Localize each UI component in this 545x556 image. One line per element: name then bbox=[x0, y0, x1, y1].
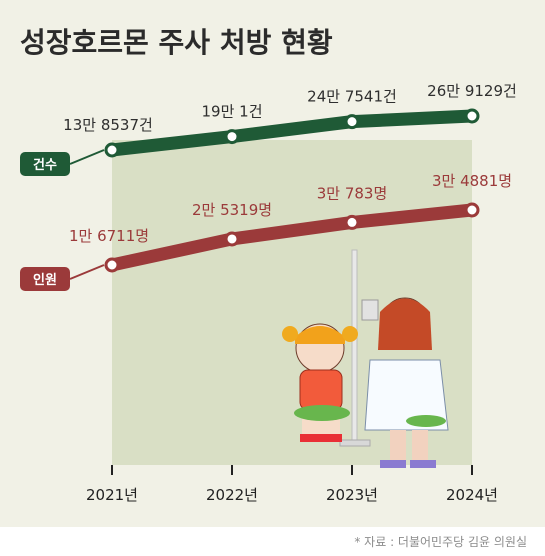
child-figure bbox=[282, 323, 358, 442]
cases-data-label: 26만 9129건 bbox=[427, 82, 517, 100]
people-data-label: 2만 5319명 bbox=[192, 201, 272, 219]
cases-data-label: 24만 7541건 bbox=[307, 88, 397, 106]
x-axis-label: 2022년 bbox=[206, 486, 258, 504]
people-data-label: 1만 6711명 bbox=[69, 227, 149, 245]
iv-pole bbox=[351, 249, 358, 441]
people-point bbox=[344, 214, 360, 230]
people-badge bbox=[20, 267, 70, 291]
chart-title: 성장호르몬 주사 처방 현황 bbox=[20, 26, 333, 59]
cases-data-label: 19만 1건 bbox=[202, 103, 263, 121]
x-axis: 2021년 2022년 2023년 2024년 bbox=[86, 465, 498, 504]
doctor-figure bbox=[364, 297, 449, 468]
cases-data-label: 13만 8537건 bbox=[63, 116, 153, 134]
footer-bar bbox=[0, 527, 545, 556]
cases-connector bbox=[69, 149, 105, 165]
people-point bbox=[224, 231, 240, 247]
doctor-child-illustration bbox=[282, 249, 449, 468]
people-badge-label: 인원 bbox=[33, 272, 57, 288]
cases-point bbox=[464, 108, 480, 124]
people-data-label: 3만 4881명 bbox=[432, 172, 512, 190]
people-point bbox=[104, 257, 120, 273]
people-connector bbox=[69, 264, 105, 280]
source-note: * 자료 : 더불어민주당 김윤 의원실 bbox=[354, 535, 527, 549]
x-axis-label: 2021년 bbox=[86, 486, 138, 504]
cases-point bbox=[344, 114, 360, 130]
x-axis-label: 2023년 bbox=[326, 486, 378, 504]
x-axis-label: 2024년 bbox=[446, 486, 498, 504]
people-point bbox=[464, 202, 480, 218]
people-line bbox=[105, 203, 479, 272]
cases-badge-label: 건수 bbox=[33, 157, 57, 173]
cases-badge bbox=[20, 152, 70, 176]
people-data-label: 3만 783명 bbox=[317, 184, 388, 202]
cases-line bbox=[105, 109, 479, 157]
cases-point bbox=[224, 129, 240, 145]
cases-point bbox=[104, 142, 120, 158]
